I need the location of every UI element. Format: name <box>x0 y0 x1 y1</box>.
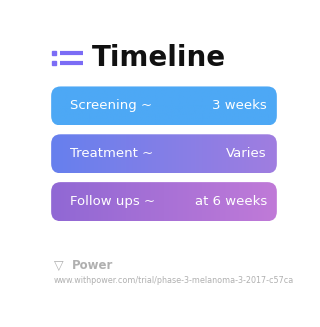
Text: Treatment ~: Treatment ~ <box>70 147 153 160</box>
FancyBboxPatch shape <box>51 182 277 221</box>
Text: Timeline: Timeline <box>92 44 226 72</box>
FancyBboxPatch shape <box>51 86 277 126</box>
Text: Varies: Varies <box>226 147 267 160</box>
Text: ▽: ▽ <box>54 259 63 272</box>
Text: 3 weeks: 3 weeks <box>212 99 267 112</box>
Text: at 6 weeks: at 6 weeks <box>195 195 267 208</box>
Text: www.withpower.com/trial/phase-3-melanoma-3-2017-c57ca: www.withpower.com/trial/phase-3-melanoma… <box>54 276 294 285</box>
Text: Follow ups ~: Follow ups ~ <box>70 195 155 208</box>
Text: Power: Power <box>72 259 114 272</box>
Text: Screening ~: Screening ~ <box>70 99 152 112</box>
FancyBboxPatch shape <box>51 134 277 173</box>
